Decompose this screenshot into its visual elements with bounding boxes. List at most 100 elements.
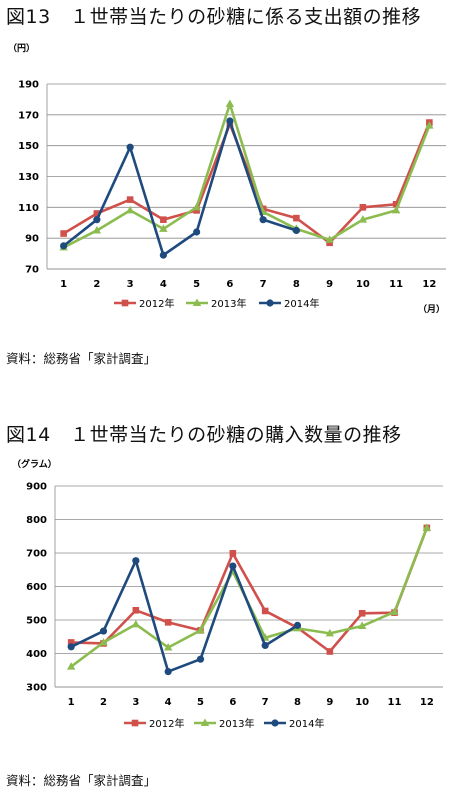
chart-13-point-2012年 [359,204,367,211]
chart-14-legend-2012年: 2012年 [124,717,184,730]
chart-13-point-2013年 [125,205,135,214]
chart-14-point-2014年 [229,562,237,570]
chart-13-x-tick: 10 [356,279,370,290]
chart-13-point-2013年 [358,215,368,223]
chart-13-series-2014年 [60,117,300,259]
chart-13-point-2013年 [92,225,102,234]
chart-13-line-2013年 [63,102,431,249]
chart-13-x-tick: 7 [260,279,267,290]
chart-14-point-2014年 [99,627,108,635]
chart-13-series-2013年 [59,99,434,251]
chart-13-point-2013年 [192,202,201,211]
chart-14-x-tick: 2 [100,697,107,708]
chart-14-y-unit: （グラム） [12,458,57,470]
chart-14-point-2013年 [325,628,335,637]
chart-14-legend-2014年: 2014年 [264,717,324,730]
chart-13-x-tick: 3 [127,279,134,290]
chart-14-point-2014年 [196,655,205,663]
chart-14-x-tick: 6 [229,697,236,708]
chart-13-legend-marker [266,299,274,307]
chart-13-legend-label: 2014年 [284,297,319,310]
chart-14-x-tick: 9 [326,697,333,708]
chart-14-point-2013年 [66,662,76,670]
chart-13-point-2014年 [292,226,300,235]
chart-14-point-2014年 [164,667,172,676]
chart-13-point-2012年 [126,196,134,203]
chart-14-y-tick: 600 [26,582,47,593]
chart-14-y-tick: 400 [26,649,47,660]
chart-13-y-tick: 190 [18,80,39,91]
chart-14-series-2013年 [66,523,432,670]
chart-14-point-2013年 [422,523,432,531]
chart-14-x-tick: 7 [262,697,269,708]
chart-13-x-tick: 5 [193,279,200,290]
figure-14-source: 資料：総務省「家計調査」 [6,773,157,788]
chart-13-x-tick: 6 [226,279,233,290]
figure-14-title: 図14 １世帯当たりの砂糖の購入数量の推移 [6,424,402,446]
chart-13-y-tick: 90 [25,234,39,245]
chart-13-legend-label: 2012年 [139,297,174,310]
chart-13-point-2013年 [159,224,168,232]
chart-13-point-2012年 [93,210,101,217]
chart-13-point-2012年 [392,200,400,208]
chart-13-y-tick: 130 [18,172,39,183]
chart-14-legend-marker [200,718,210,726]
chart-14-point-2014年 [261,641,269,650]
chart-13-point-2012年 [60,230,67,237]
chart-14-legend-marker [131,719,139,727]
chart-13-y-tick: 150 [18,141,39,152]
chart-13-point-2014年 [93,216,101,224]
chart-14-y-tick: 500 [26,616,47,627]
chart-14-point-2014年 [132,557,140,565]
chart-13-x-tick: 4 [160,279,167,290]
chart-13-point-2013年 [325,235,334,243]
chart-14-y-tick: 900 [26,482,47,493]
chart-13-legend-marker [192,298,202,306]
chart-13-x-tick: 2 [93,279,100,290]
chart-14-point-2013年 [163,642,173,651]
chart-13-legend-marker [121,299,129,307]
chart-14-point-2012年 [229,550,237,557]
chart-14-point-2014年 [67,643,75,651]
chart-13-point-2012年 [193,207,200,214]
chart-14-y-tick: 300 [26,683,47,694]
chart-14-series-2014年 [67,557,302,676]
chart-13-point-2012年 [160,216,167,223]
chart-13-y-unit: （円） [8,43,35,54]
chart-13-x-tick: 9 [326,279,333,290]
chart-14-legend-label: 2013年 [219,717,254,730]
chart-14-point-2014年 [293,621,302,629]
chart-14-y-tick: 700 [26,549,47,560]
chart-13-point-2014年 [193,228,201,236]
chart-13-point-2014年 [226,117,234,125]
chart-14-point-2012年 [261,607,269,615]
chart-14-x-tick: 1 [68,697,75,708]
chart-14-point-2013年 [390,607,399,615]
chart-14-x-tick: 3 [132,697,139,708]
chart-14-point-2012年 [132,606,140,614]
chart-13-x-tick: 11 [389,279,403,290]
chart-13-legend-2012年: 2012年 [114,297,174,310]
chart-14-legend-label: 2012年 [149,717,184,730]
chart-13-x-tick: 8 [293,279,300,290]
figure-13-title: 図13 １世帯当たりの砂糖に係る支出額の推移 [6,6,422,28]
chart-13-x-tick: 12 [422,279,436,290]
chart-14-x-tick: 4 [165,697,172,708]
chart-14-point-2012年 [326,648,334,655]
chart-13-legend-2013年: 2013年 [186,297,246,310]
chart-14-legend-label: 2014年 [289,717,324,730]
chart-13-point-2014年 [159,251,167,259]
chart-13-line-2014年 [62,119,297,257]
chart-14-line-2014年 [70,559,299,673]
chart-14-x-tick: 12 [420,697,434,708]
chart-14-point-2012年 [164,619,172,626]
figure-13-source: 資料：総務省「家計調査」 [6,351,157,366]
chart-13-point-2013年 [425,121,434,129]
chart-14-legend-2013年: 2013年 [194,717,254,730]
chart-13-x-tick: 1 [60,279,67,290]
chart-13-point-2014年 [60,242,68,250]
chart-14-x-tick: 11 [388,697,402,708]
chart-14-point-2013年 [99,637,108,646]
